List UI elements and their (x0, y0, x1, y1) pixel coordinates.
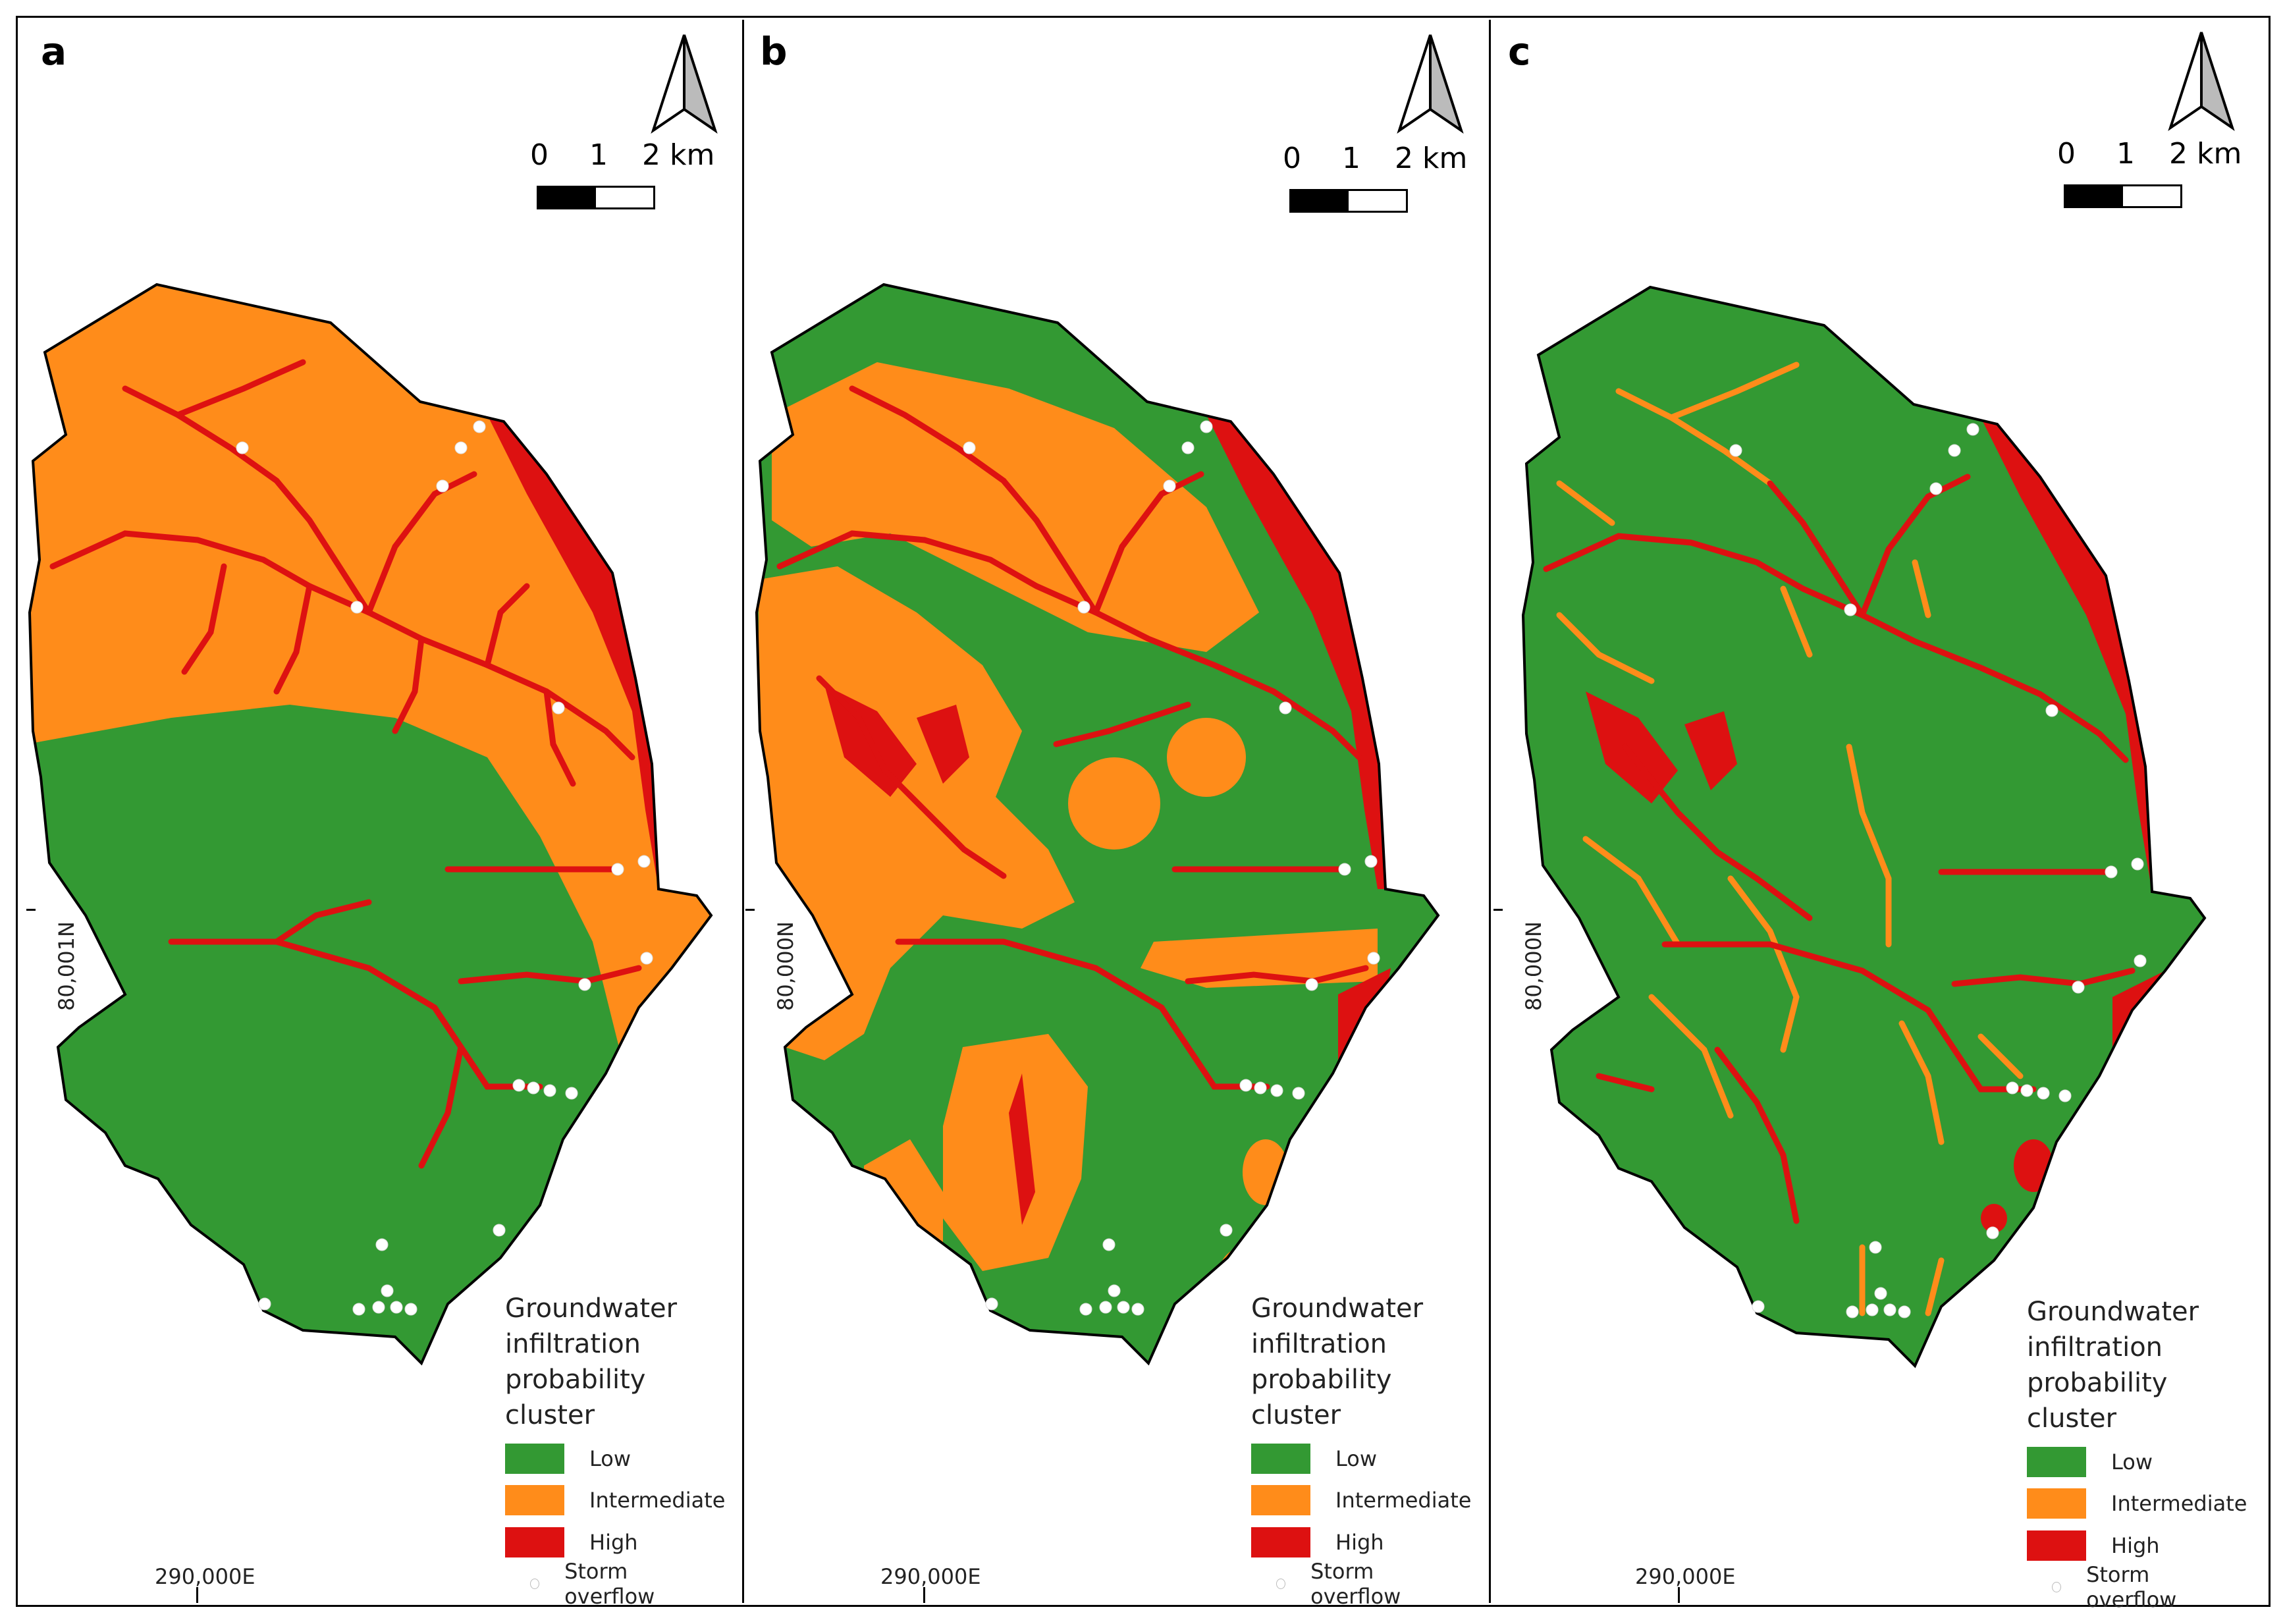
legend-swatch-low (2027, 1447, 2086, 1477)
map-area (28, 283, 713, 1366)
figure-frame (16, 16, 2271, 1607)
y-coordinate-label: 80,000N (1521, 921, 1546, 1011)
map-legend: Groundwater infiltration probability clu… (2027, 1294, 2247, 1612)
legend-title-line: cluster (505, 1400, 595, 1430)
legend-swatch-intermediate (1251, 1485, 1310, 1515)
map-panel-c: c (1493, 20, 2264, 1612)
legend-label: Storm overflow (564, 1559, 655, 1609)
legend-title-line: cluster (2027, 1403, 2117, 1434)
scale-label-0: 0 (1283, 142, 1301, 175)
legend-swatch-high (1251, 1527, 1310, 1557)
x-coordinate-label: 290,000E (155, 1564, 255, 1589)
legend-title-line: infiltration (1251, 1329, 1387, 1359)
legend-swatch-low (505, 1444, 564, 1474)
legend-title-line: infiltration (2027, 1332, 2163, 1363)
storm-overflow-dot (2052, 1582, 2062, 1592)
legend-title-line: probability (2027, 1368, 2168, 1398)
scale-label-2: 2 km (642, 138, 715, 172)
legend-label: Intermediate (1335, 1488, 1472, 1513)
legend-title-line: probability (505, 1365, 646, 1395)
legend-label: Low (1335, 1446, 1378, 1471)
legend-label: Intermediate (2111, 1491, 2247, 1516)
north-arrow-icon (1397, 34, 1464, 134)
storm-overflow-dot (1276, 1579, 1286, 1589)
legend-label: Low (2111, 1449, 2153, 1475)
legend-label: Storm overflow (1310, 1559, 1401, 1609)
legend-title-line: probability (1251, 1365, 1392, 1395)
north-arrow-icon (651, 34, 718, 134)
x-coordinate-label: 290,000E (880, 1564, 981, 1589)
scale-label-1: 1 (2116, 137, 2135, 171)
legend-label: Storm overflow (2086, 1562, 2177, 1612)
scale-label-2: 2 km (2169, 137, 2242, 171)
legend-title-line: Groundwater (505, 1293, 678, 1324)
legend-swatch-high (2027, 1530, 2086, 1561)
legend-title-line: Groundwater (1251, 1293, 1424, 1324)
legend-title-line: infiltration (505, 1329, 641, 1359)
scale-label-1: 1 (1342, 142, 1360, 175)
legend-swatch-intermediate (2027, 1488, 2086, 1519)
map-area (755, 283, 1440, 1366)
legend-swatch-low (1251, 1444, 1310, 1474)
scale-label-1: 1 (589, 138, 608, 172)
legend-label: High (589, 1530, 638, 1555)
panel-label: a (41, 29, 67, 74)
storm-overflow-dot (530, 1579, 540, 1589)
map-panel-b: b (745, 20, 1491, 1609)
scale-label-2: 2 km (1395, 142, 1468, 175)
panel-label: c (1508, 29, 1531, 74)
scale-label-0: 0 (530, 138, 549, 172)
legend-title-line: Groundwater (2027, 1297, 2199, 1327)
legend-label: Low (589, 1446, 632, 1471)
y-coordinate-label: 80,001N (54, 921, 79, 1011)
y-coordinate-label: 80,000N (773, 921, 798, 1011)
map-area (1521, 285, 2207, 1368)
legend-title-line: cluster (1251, 1400, 1341, 1430)
legend-label: Intermediate (589, 1488, 726, 1513)
map-panel-a: a (26, 20, 744, 1609)
scale-label-0: 0 (2057, 137, 2076, 171)
legend-swatch-high (505, 1527, 564, 1557)
legend-swatch-intermediate (505, 1485, 564, 1515)
map-legend: Groundwater infiltration probability clu… (505, 1291, 725, 1609)
legend-label: High (1335, 1530, 1384, 1555)
north-arrow-icon (2168, 32, 2235, 131)
map-legend: Groundwater infiltration probability clu… (1251, 1291, 1471, 1609)
panel-label: b (760, 29, 788, 74)
x-coordinate-label: 290,000E (1635, 1564, 1736, 1589)
legend-label: High (2111, 1533, 2160, 1558)
